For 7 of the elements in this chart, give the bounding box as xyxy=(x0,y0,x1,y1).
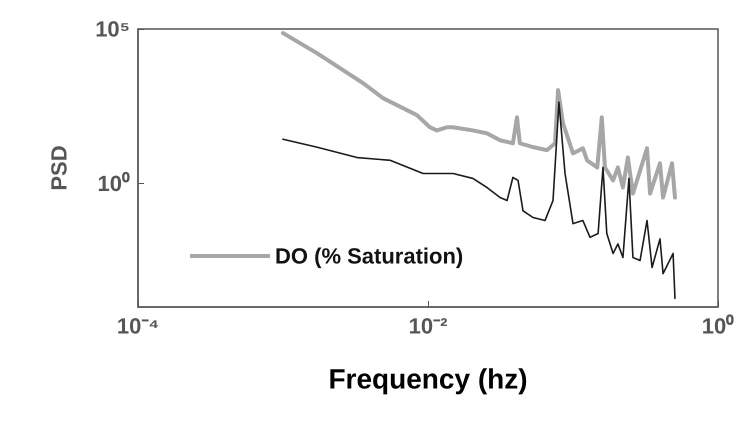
y-axis-title: PSD xyxy=(46,145,72,191)
x-axis-title: Frequency (hz) xyxy=(328,364,528,394)
x-tick-label: 10⁻⁴ xyxy=(116,314,160,338)
legend-label: DO (% Saturation) xyxy=(275,244,464,268)
x-tick-label: 10⁰ xyxy=(702,314,734,338)
y-tick-label: 10⁵ xyxy=(95,16,130,42)
x-tick-label: 10⁻² xyxy=(408,314,448,338)
